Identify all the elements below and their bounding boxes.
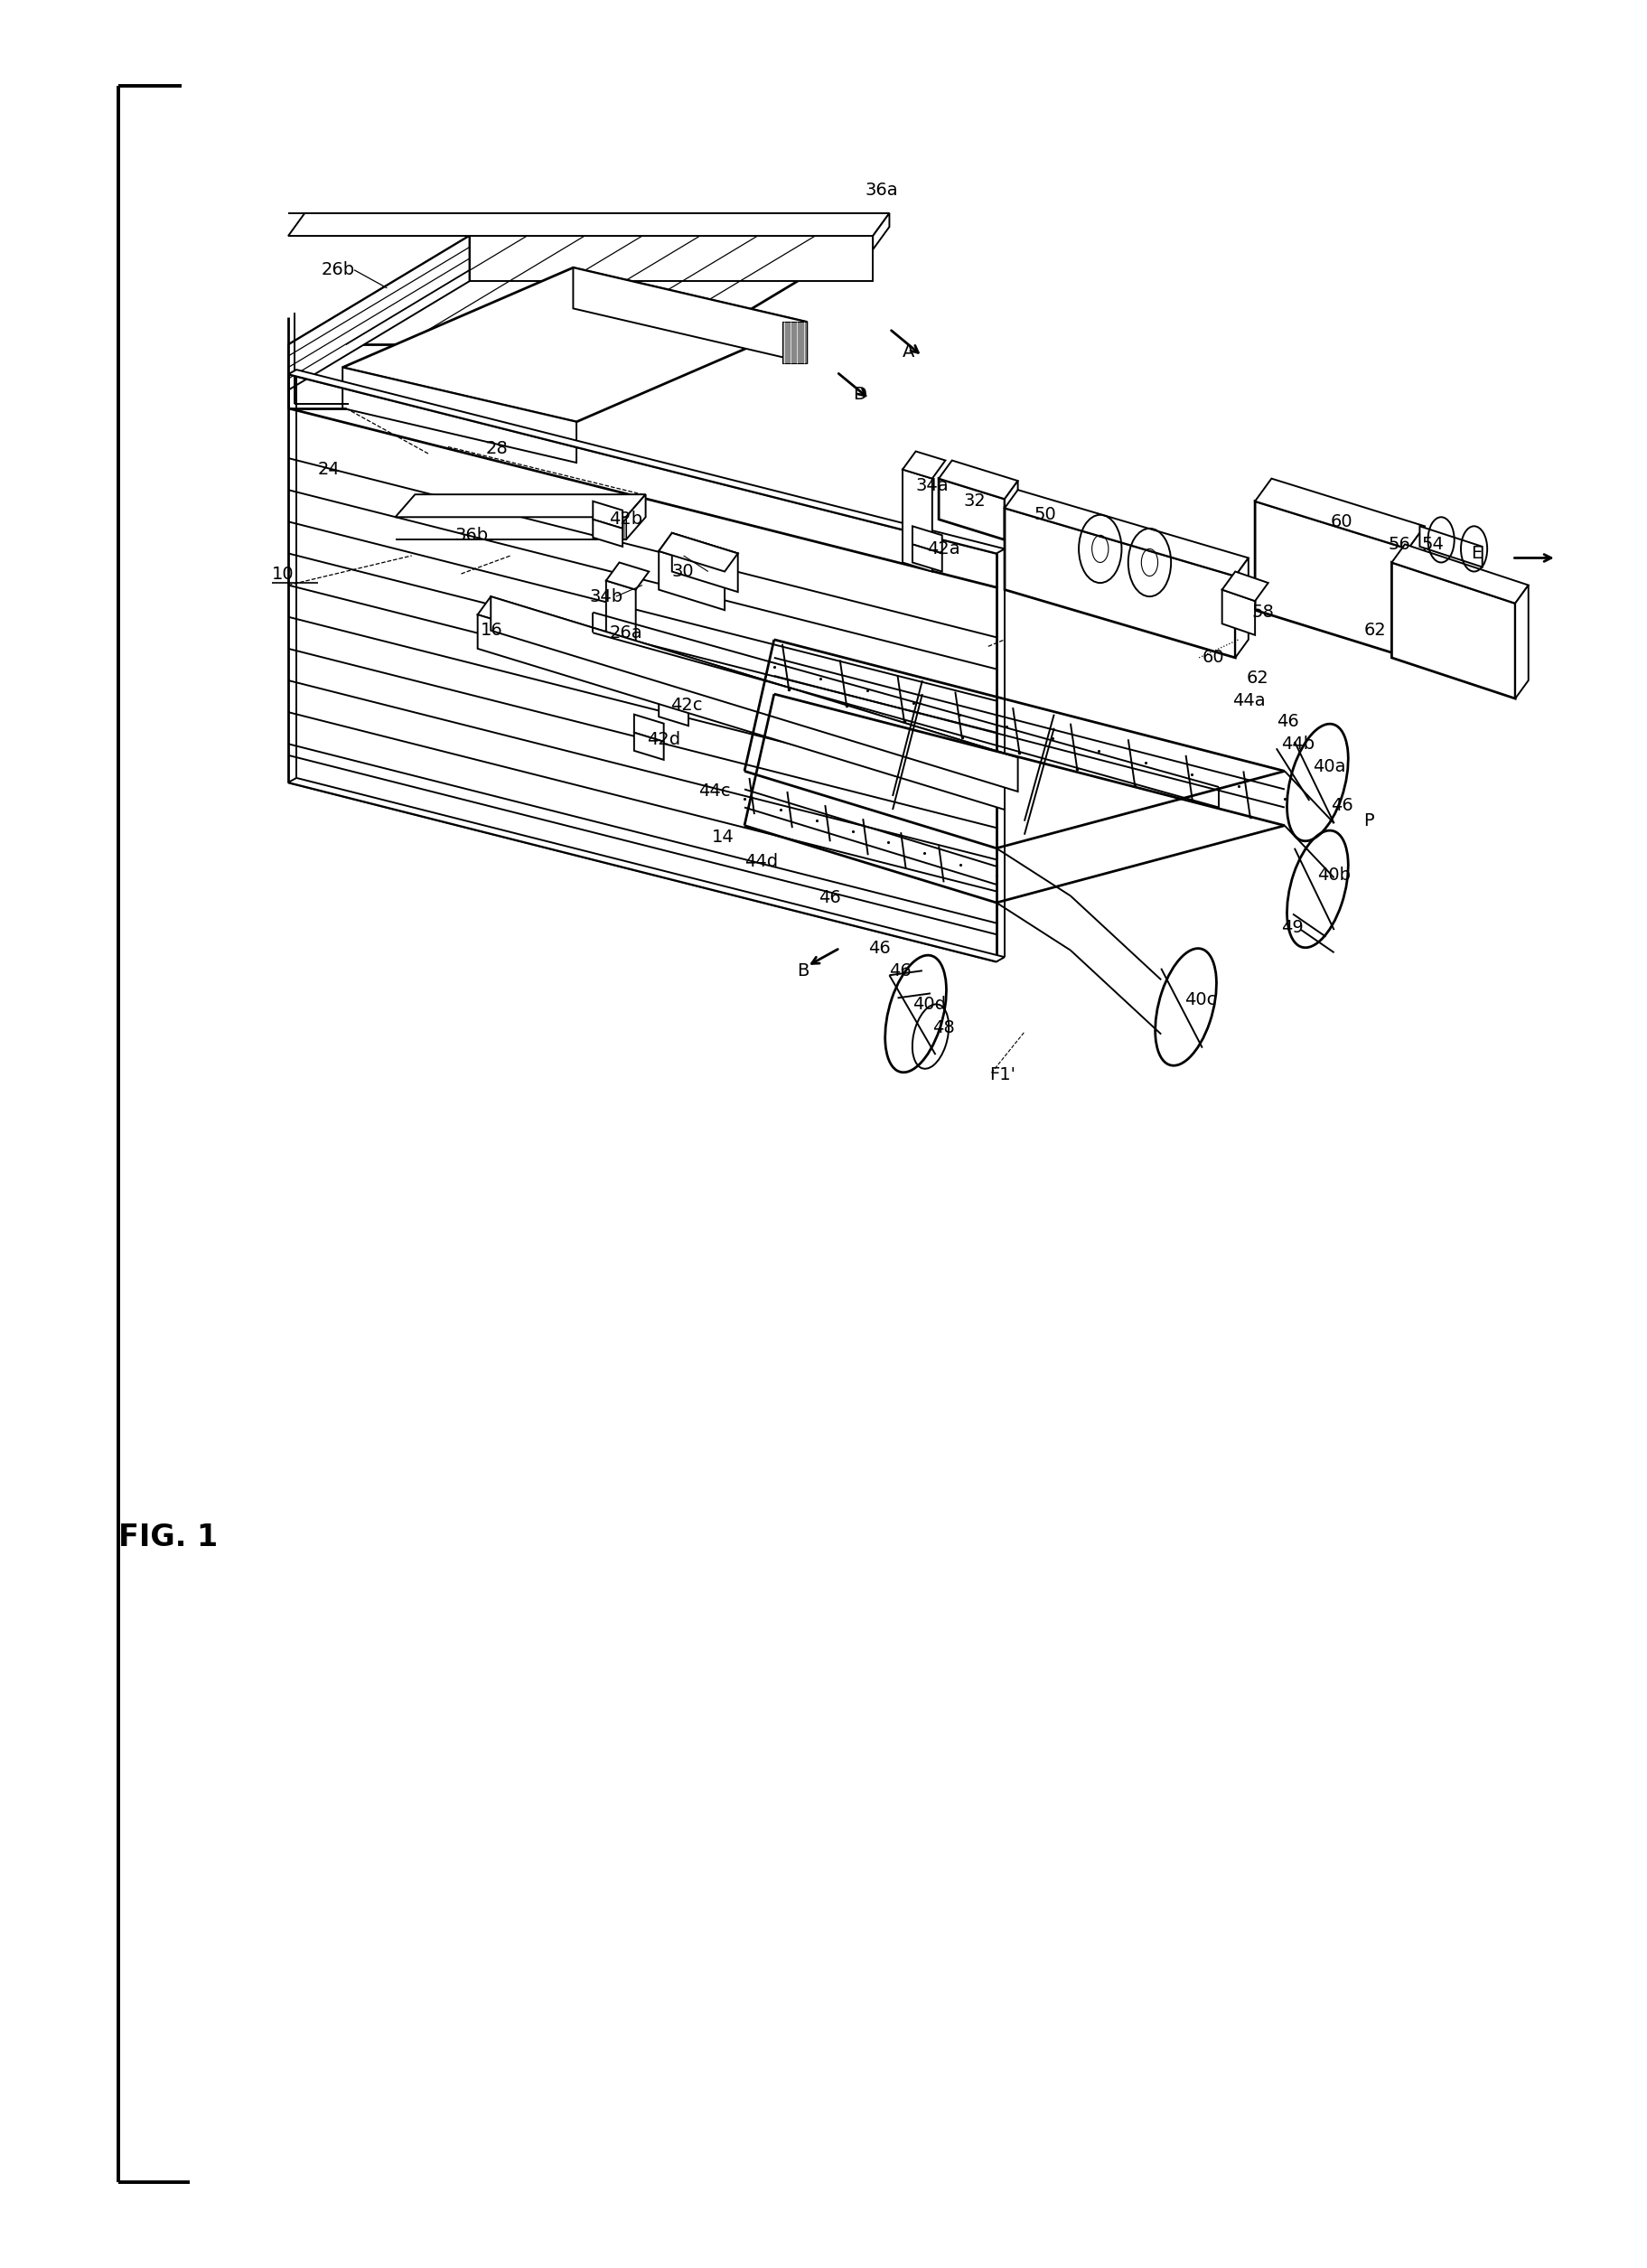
- Polygon shape: [1255, 501, 1408, 658]
- Text: 50: 50: [1034, 506, 1057, 524]
- Polygon shape: [1408, 526, 1425, 658]
- Text: 26b: 26b: [321, 261, 354, 279]
- Text: 42c: 42c: [670, 696, 702, 714]
- Text: 36a: 36a: [865, 181, 898, 200]
- Text: 40c: 40c: [1184, 991, 1215, 1009]
- Polygon shape: [1222, 572, 1268, 601]
- Text: B: B: [797, 962, 809, 980]
- Text: 42a: 42a: [927, 540, 960, 558]
- Text: 46: 46: [868, 939, 891, 957]
- Polygon shape: [939, 479, 1005, 540]
- Text: A: A: [903, 342, 914, 361]
- Polygon shape: [288, 778, 1005, 962]
- Polygon shape: [478, 615, 1005, 810]
- Polygon shape: [343, 367, 576, 463]
- Polygon shape: [593, 501, 623, 528]
- Polygon shape: [626, 494, 646, 540]
- Polygon shape: [491, 596, 1018, 792]
- Text: 42b: 42b: [609, 510, 642, 528]
- Text: 62: 62: [1364, 621, 1387, 640]
- Polygon shape: [1235, 558, 1248, 658]
- Text: 46: 46: [889, 962, 912, 980]
- Text: 28: 28: [486, 440, 509, 458]
- Text: 60: 60: [1331, 513, 1354, 531]
- Polygon shape: [912, 526, 942, 553]
- Text: 30: 30: [672, 562, 695, 581]
- Polygon shape: [288, 236, 469, 390]
- Text: FIG. 1: FIG. 1: [119, 1522, 217, 1554]
- Text: 58: 58: [1252, 603, 1275, 621]
- Text: 36b: 36b: [455, 526, 488, 544]
- Polygon shape: [1222, 590, 1255, 635]
- Text: 54: 54: [1421, 535, 1444, 553]
- Polygon shape: [903, 469, 932, 572]
- Polygon shape: [1392, 562, 1515, 699]
- Polygon shape: [782, 322, 807, 363]
- Text: 40b: 40b: [1318, 866, 1351, 885]
- Text: 44a: 44a: [1232, 692, 1265, 710]
- Text: 46: 46: [1331, 796, 1354, 814]
- Polygon shape: [593, 519, 623, 547]
- Polygon shape: [288, 370, 1005, 553]
- Text: 34a: 34a: [916, 476, 949, 494]
- Text: 44c: 44c: [698, 782, 730, 801]
- Text: 34b: 34b: [590, 587, 623, 606]
- Polygon shape: [288, 236, 873, 345]
- Text: P: P: [1364, 812, 1374, 830]
- Text: 14: 14: [712, 828, 735, 846]
- Polygon shape: [395, 494, 646, 517]
- Polygon shape: [478, 596, 1018, 776]
- Polygon shape: [288, 213, 889, 236]
- Text: 56: 56: [1388, 535, 1411, 553]
- Polygon shape: [1005, 508, 1235, 658]
- Polygon shape: [1005, 481, 1018, 540]
- Text: 26a: 26a: [609, 624, 642, 642]
- Text: 44d: 44d: [744, 853, 777, 871]
- Polygon shape: [634, 714, 664, 742]
- Polygon shape: [573, 268, 807, 363]
- Polygon shape: [469, 236, 873, 281]
- Polygon shape: [873, 213, 889, 249]
- Polygon shape: [659, 551, 725, 610]
- Text: 10: 10: [272, 565, 295, 583]
- Polygon shape: [634, 733, 664, 760]
- Polygon shape: [659, 533, 738, 572]
- Text: 16: 16: [481, 621, 504, 640]
- Polygon shape: [343, 268, 807, 422]
- Text: D: D: [853, 386, 866, 404]
- Text: 32: 32: [963, 492, 987, 510]
- Polygon shape: [1005, 490, 1248, 576]
- Polygon shape: [606, 562, 649, 590]
- Polygon shape: [672, 533, 738, 592]
- Polygon shape: [912, 544, 942, 572]
- Polygon shape: [1515, 585, 1528, 699]
- Polygon shape: [606, 581, 636, 683]
- Polygon shape: [1255, 479, 1425, 549]
- Text: 46: 46: [1276, 712, 1299, 730]
- Polygon shape: [659, 699, 688, 726]
- Text: 48: 48: [932, 1018, 955, 1036]
- Polygon shape: [903, 451, 945, 479]
- Text: F1': F1': [990, 1066, 1016, 1084]
- Text: 44b: 44b: [1281, 735, 1314, 753]
- Polygon shape: [939, 460, 1018, 499]
- Polygon shape: [606, 517, 626, 540]
- Text: 40d: 40d: [912, 996, 945, 1014]
- Polygon shape: [659, 533, 738, 572]
- Text: 62: 62: [1247, 669, 1270, 687]
- Polygon shape: [1392, 544, 1528, 603]
- Text: 24: 24: [318, 460, 341, 479]
- Polygon shape: [1420, 526, 1482, 567]
- Text: E: E: [1471, 544, 1482, 562]
- Text: 46: 46: [819, 889, 842, 907]
- Text: 40a: 40a: [1313, 758, 1346, 776]
- Text: 49: 49: [1281, 919, 1304, 937]
- Text: 42d: 42d: [647, 730, 680, 748]
- Text: 60: 60: [1202, 649, 1225, 667]
- Polygon shape: [659, 680, 688, 708]
